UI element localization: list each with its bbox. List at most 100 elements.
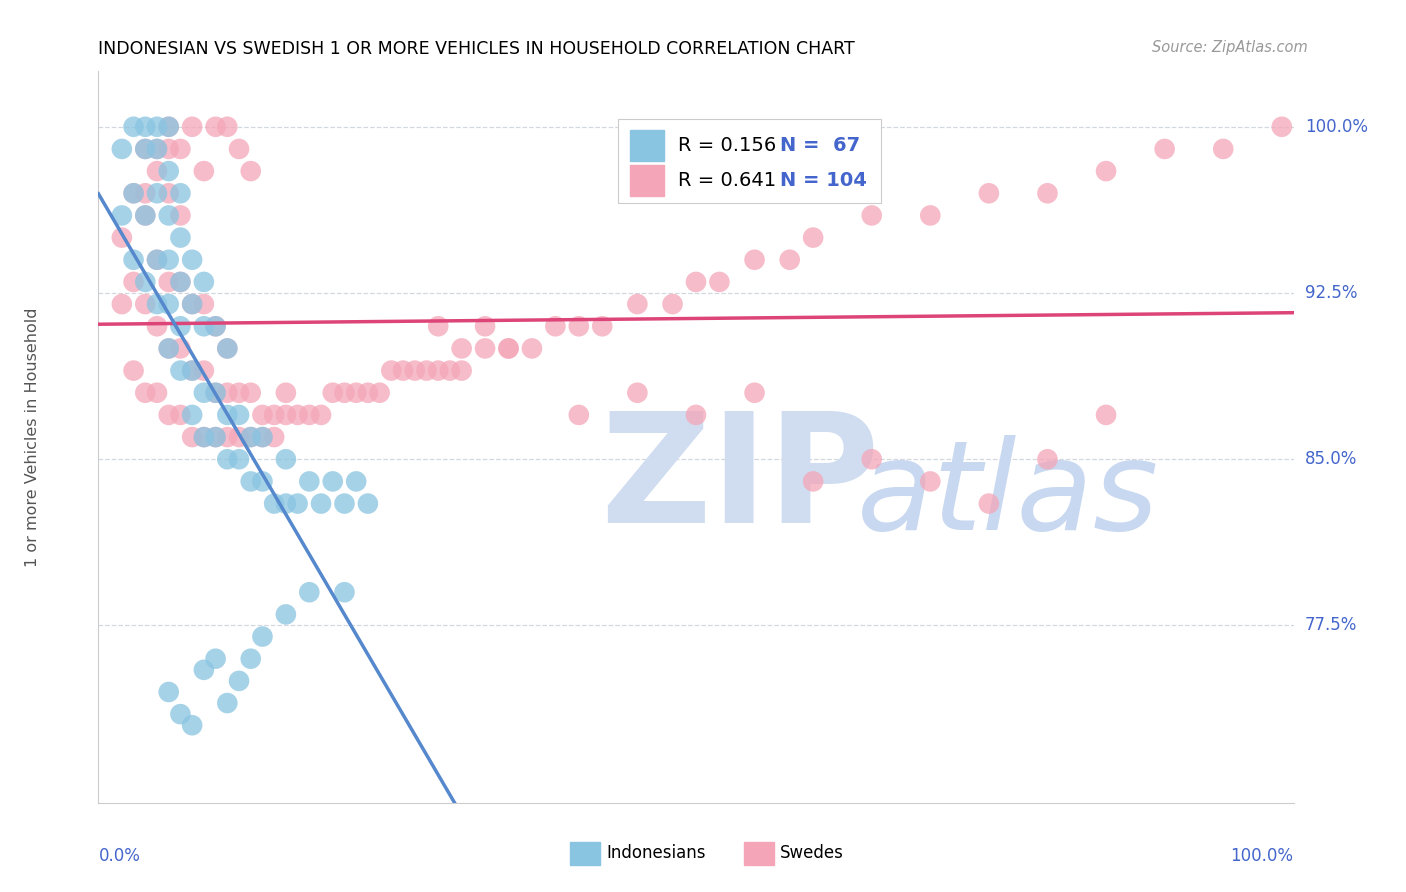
Point <box>252 475 274 489</box>
Text: N = 104: N = 104 <box>780 171 866 190</box>
Point <box>263 430 285 444</box>
Text: 100.0%: 100.0% <box>1305 118 1368 136</box>
Point <box>134 209 156 223</box>
Point <box>228 142 250 156</box>
Point <box>439 363 461 377</box>
Point <box>181 718 204 732</box>
Point <box>193 363 215 377</box>
Point <box>344 475 367 489</box>
Point <box>111 297 134 311</box>
Point <box>977 186 1000 201</box>
Point <box>568 319 591 334</box>
Point <box>146 186 169 201</box>
Point <box>122 252 145 267</box>
Point <box>193 430 215 444</box>
Point <box>860 209 883 223</box>
Point <box>626 385 648 400</box>
Point <box>498 342 520 356</box>
Point <box>157 685 180 699</box>
Point <box>415 363 437 377</box>
Point <box>322 385 344 400</box>
Point <box>157 209 180 223</box>
Point <box>801 230 824 244</box>
Point <box>217 430 239 444</box>
Point <box>217 385 239 400</box>
Point <box>157 342 180 356</box>
Point <box>204 430 226 444</box>
Point <box>169 319 191 334</box>
Text: Swedes: Swedes <box>780 844 844 863</box>
Point <box>204 385 226 400</box>
Point <box>217 696 239 710</box>
Point <box>274 607 297 622</box>
Point <box>193 297 215 311</box>
Point <box>591 319 613 334</box>
Point <box>357 497 380 511</box>
Point <box>920 475 942 489</box>
Point <box>309 408 332 422</box>
Text: 100.0%: 100.0% <box>1230 847 1294 864</box>
Point <box>779 252 801 267</box>
Point <box>134 275 156 289</box>
Point <box>204 319 226 334</box>
Point <box>217 120 239 134</box>
Point <box>157 120 180 134</box>
Point <box>239 651 262 665</box>
Point <box>744 252 766 267</box>
Bar <box>630 130 664 161</box>
Point <box>146 252 169 267</box>
Point <box>146 319 169 334</box>
Point <box>685 275 707 289</box>
Point <box>193 430 215 444</box>
Point <box>474 319 496 334</box>
Point <box>134 142 156 156</box>
Point <box>263 408 285 422</box>
Point <box>181 252 204 267</box>
Point <box>333 585 356 599</box>
Text: 85.0%: 85.0% <box>1305 450 1357 468</box>
Point <box>169 186 191 201</box>
Point <box>626 297 648 311</box>
Point <box>157 186 180 201</box>
Text: 77.5%: 77.5% <box>1305 616 1357 634</box>
Point <box>157 408 180 422</box>
Point <box>169 209 191 223</box>
Point <box>263 497 285 511</box>
Point <box>252 408 274 422</box>
Point <box>239 164 262 178</box>
Point <box>111 209 134 223</box>
Point <box>146 252 169 267</box>
Point <box>122 120 145 134</box>
Point <box>333 385 356 400</box>
Point <box>239 430 262 444</box>
Point <box>1036 452 1059 467</box>
Point <box>169 230 191 244</box>
Point <box>344 385 367 400</box>
Point <box>252 430 274 444</box>
Point <box>134 186 156 201</box>
Point <box>134 385 156 400</box>
Point <box>298 475 321 489</box>
Point <box>357 385 380 400</box>
Point <box>204 430 226 444</box>
Point <box>181 430 204 444</box>
Point <box>157 120 180 134</box>
Text: atlas: atlas <box>858 435 1160 556</box>
Point <box>193 275 215 289</box>
Point <box>392 363 415 377</box>
Point <box>333 497 356 511</box>
Point <box>146 142 169 156</box>
Point <box>134 297 156 311</box>
Point <box>977 497 1000 511</box>
Text: INDONESIAN VS SWEDISH 1 OR MORE VEHICLES IN HOUSEHOLD CORRELATION CHART: INDONESIAN VS SWEDISH 1 OR MORE VEHICLES… <box>98 40 855 58</box>
Point <box>380 363 402 377</box>
Point <box>217 408 239 422</box>
Point <box>239 385 262 400</box>
Point <box>228 452 250 467</box>
Text: 92.5%: 92.5% <box>1305 284 1357 302</box>
Point <box>1212 142 1234 156</box>
Point <box>204 385 226 400</box>
Point <box>520 342 543 356</box>
Point <box>157 142 180 156</box>
Bar <box>744 841 773 865</box>
